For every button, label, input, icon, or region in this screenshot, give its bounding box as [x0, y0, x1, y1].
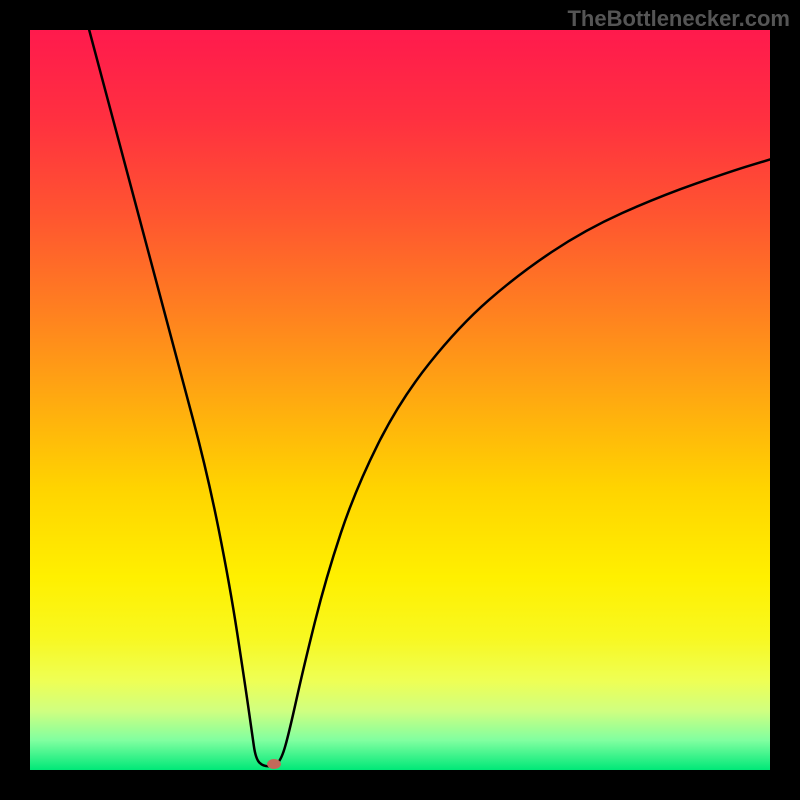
plot-area: [30, 30, 770, 770]
optimal-marker: [267, 759, 281, 769]
curve-svg: [30, 30, 770, 770]
watermark-text: TheBottlenecker.com: [567, 6, 790, 32]
bottleneck-curve: [89, 30, 770, 766]
